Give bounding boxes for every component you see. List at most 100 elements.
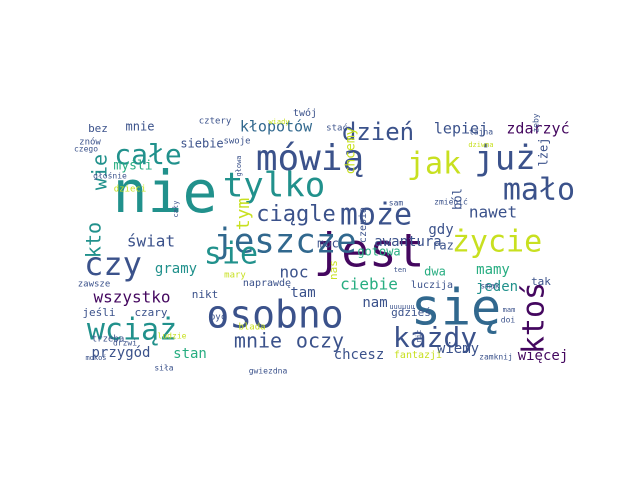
word-58: czary [134,306,167,319]
word-10: życie [452,225,542,260]
word-17: sie [204,237,258,272]
word-37: awantura [374,234,441,250]
word-64: czepia [358,207,369,243]
word-54: myśli [113,159,152,174]
word-60: tak [531,275,551,288]
word-79: być [210,312,226,323]
word-86: sam [389,199,404,208]
word-78: mokoś [85,354,106,362]
word-94: nic [415,330,423,343]
word-12: czy [84,245,142,283]
word-70: głośnie [93,171,127,181]
word-19: mnie [234,329,282,353]
word-43: nam [362,295,387,311]
word-35: mamy [476,262,510,278]
word-23: wie [88,154,112,190]
word-24: oczy [296,329,344,353]
word-68: swoje [223,137,250,147]
word-97: zamknij [479,353,513,362]
word-41: przygód [91,345,150,361]
word-61: twój [293,107,317,119]
word-2: jest [314,224,425,278]
word-27: nawet [469,203,517,222]
word-90: dziwna [468,141,493,149]
word-76: siła [154,364,173,373]
word-71: znów [79,137,101,148]
word-4: jeszcze [213,222,356,262]
word-34: gramy [155,261,197,277]
word-63: nas [327,260,340,280]
word-39: wiemy [437,341,479,357]
word-6: tylko [223,166,325,206]
word-29: ciebie [340,275,398,294]
word-48: moc [317,237,339,251]
word-5: mówią [256,138,364,179]
word-46: ból [451,188,465,210]
word-66: cztery [199,117,232,127]
word-26: świat [127,232,175,251]
word-3: osobno [206,293,343,337]
word-44: tam [290,285,315,301]
word-42: stan [173,346,207,362]
word-16: każdy [393,321,477,354]
word-98: uuuuuu [389,303,414,311]
word-13: wciąż [87,313,177,348]
word-93: smak [480,282,499,291]
word-9: jak [407,147,461,182]
word-88: zmienić [434,197,468,207]
word-59: gdzieś [391,306,431,319]
word-62: naprawdę [243,278,291,289]
word-80: mary [224,271,246,281]
word-8: już [474,139,535,179]
word-69: dzieci [114,185,147,195]
word-74: ludzie [158,332,187,341]
word-11: mało [503,173,575,208]
word-85: gwiezdna [249,367,288,376]
word-52: mnie [126,120,155,134]
word-7: może [340,198,412,233]
word-40: chcesz [334,347,385,363]
word-96: doi [501,316,516,325]
word-50: dwa [424,265,446,279]
word-82: głowa [235,155,243,176]
word-47: lżej [537,138,551,167]
word-30: lepiej [434,120,488,138]
word-75: drzwi [113,339,137,348]
word-65: fantazji [394,350,442,361]
word-14: całe [114,138,181,171]
word-67: stać [326,123,348,134]
word-73: zawsze [78,280,111,290]
word-32: kłopotów [240,118,313,136]
word-53: siebie [180,137,223,151]
word-49: gotowa [357,245,400,259]
word-57: jeśli [82,306,115,319]
word-91: żeby [532,113,541,132]
word-89: tajna [469,128,493,137]
word-18: dzień [342,118,414,146]
word-45: chcemy [344,127,359,174]
word-81: wiady [268,118,289,126]
word-51: raz [432,239,454,253]
word-22: tym [233,198,254,231]
word-92: luczija [411,280,453,291]
word-0: nie [113,158,218,226]
word-1: się [411,279,501,337]
word-72: trzeba [92,335,125,345]
word-38: gdy [428,222,453,238]
word-87: ten [394,266,407,274]
word-28: wszystko [93,288,170,307]
word-56: nikt [192,288,219,301]
word-31: zdarzyć [506,120,569,138]
word-77: czego [74,145,98,154]
word-25: noc [280,263,309,282]
word-83: cały [172,201,180,218]
word-15: ktoś [517,282,552,354]
word-84: blada [238,323,265,333]
word-95: mam [503,306,516,314]
word-21: ciągle [256,202,335,227]
word-36: jeden [476,279,518,295]
word-33: więcej [518,348,569,364]
word-55: bez [88,122,108,135]
word-20: kto [82,222,106,258]
